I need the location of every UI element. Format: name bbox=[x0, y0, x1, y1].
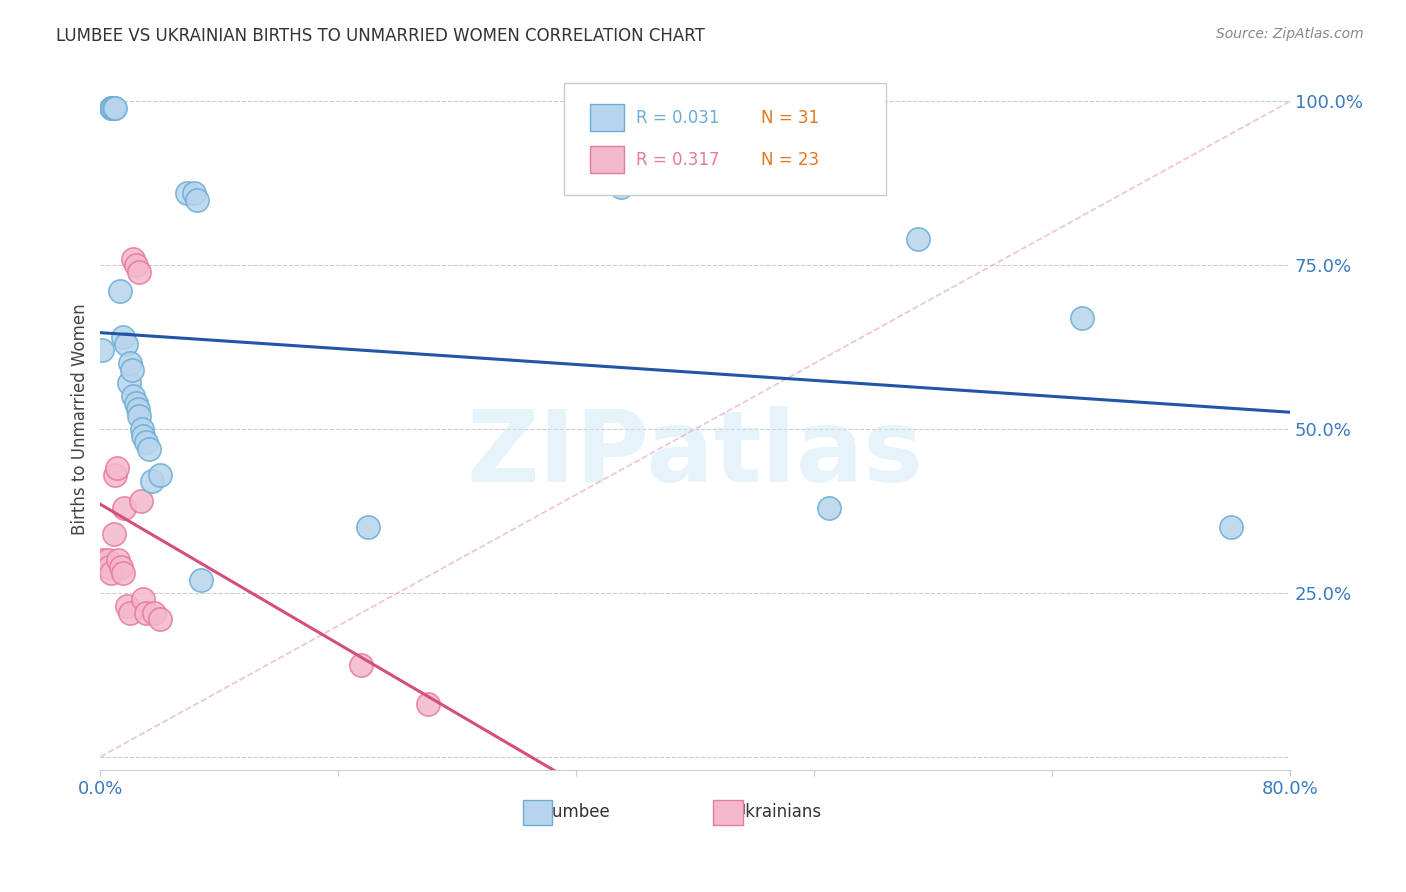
Point bbox=[141, 475, 163, 489]
Point bbox=[186, 193, 208, 207]
FancyBboxPatch shape bbox=[591, 104, 624, 131]
Point bbox=[112, 500, 135, 515]
Point bbox=[128, 409, 150, 423]
Point bbox=[104, 467, 127, 482]
Point bbox=[121, 363, 143, 377]
Point bbox=[125, 258, 148, 272]
Point bbox=[138, 442, 160, 456]
Point bbox=[132, 592, 155, 607]
Point bbox=[117, 376, 139, 391]
Point bbox=[818, 500, 841, 515]
Point bbox=[183, 186, 205, 200]
FancyBboxPatch shape bbox=[713, 800, 742, 824]
FancyBboxPatch shape bbox=[564, 83, 886, 194]
Point bbox=[176, 186, 198, 200]
Point bbox=[100, 566, 122, 581]
Point bbox=[190, 573, 212, 587]
Point bbox=[115, 599, 138, 613]
FancyBboxPatch shape bbox=[523, 800, 553, 824]
Point bbox=[131, 422, 153, 436]
Point bbox=[128, 265, 150, 279]
Point bbox=[108, 285, 131, 299]
Point bbox=[135, 606, 157, 620]
Point bbox=[114, 336, 136, 351]
Text: Ukrainians: Ukrainians bbox=[734, 803, 821, 821]
Point bbox=[111, 566, 134, 581]
Point bbox=[129, 494, 152, 508]
Point bbox=[120, 357, 142, 371]
Point bbox=[135, 435, 157, 450]
Point bbox=[90, 553, 112, 567]
Point bbox=[111, 330, 134, 344]
Point bbox=[120, 606, 142, 620]
Text: N = 31: N = 31 bbox=[761, 109, 818, 127]
Text: R = 0.317: R = 0.317 bbox=[636, 151, 720, 169]
Point bbox=[357, 520, 380, 534]
Text: N = 23: N = 23 bbox=[761, 151, 818, 169]
Point bbox=[132, 428, 155, 442]
Point bbox=[149, 612, 172, 626]
Point bbox=[110, 559, 132, 574]
Y-axis label: Births to Unmarried Women: Births to Unmarried Women bbox=[72, 303, 89, 535]
Point bbox=[100, 101, 122, 115]
Point bbox=[142, 606, 165, 620]
Text: Lumbee: Lumbee bbox=[543, 803, 610, 821]
Point bbox=[103, 527, 125, 541]
Point bbox=[149, 467, 172, 482]
Point bbox=[125, 396, 148, 410]
Point bbox=[105, 461, 128, 475]
Point bbox=[610, 179, 633, 194]
Point bbox=[101, 101, 124, 115]
Point bbox=[107, 553, 129, 567]
Point bbox=[349, 658, 371, 673]
Point bbox=[122, 252, 145, 266]
Point bbox=[1070, 310, 1092, 325]
Point bbox=[127, 402, 149, 417]
Point bbox=[122, 389, 145, 403]
Text: Source: ZipAtlas.com: Source: ZipAtlas.com bbox=[1216, 27, 1364, 41]
FancyBboxPatch shape bbox=[591, 146, 624, 173]
Point bbox=[104, 101, 127, 115]
Text: R = 0.031: R = 0.031 bbox=[636, 109, 720, 127]
Point bbox=[90, 343, 112, 358]
Point bbox=[1219, 520, 1241, 534]
Point bbox=[103, 101, 125, 115]
Point bbox=[416, 698, 439, 712]
Text: LUMBEE VS UKRAINIAN BIRTHS TO UNMARRIED WOMEN CORRELATION CHART: LUMBEE VS UKRAINIAN BIRTHS TO UNMARRIED … bbox=[56, 27, 706, 45]
Point bbox=[907, 232, 929, 246]
Point bbox=[98, 559, 121, 574]
Point bbox=[97, 553, 120, 567]
Text: ZIPatlas: ZIPatlas bbox=[467, 406, 924, 503]
